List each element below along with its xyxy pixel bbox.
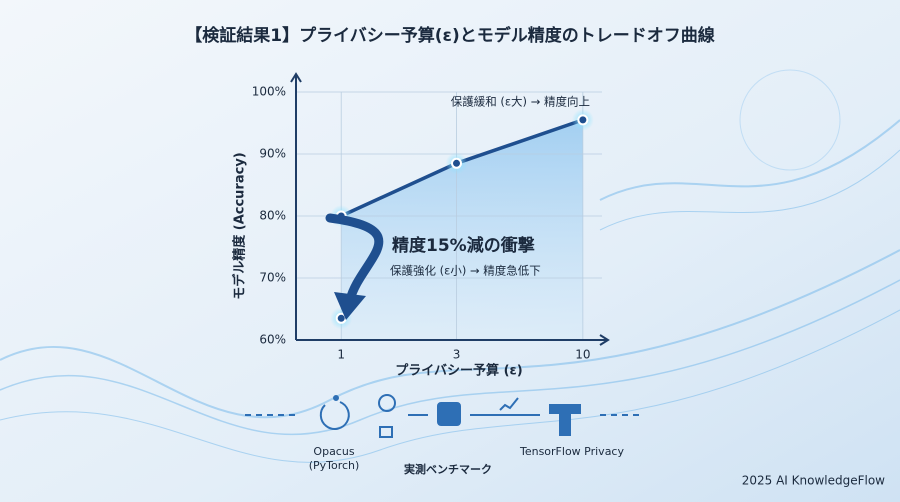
footer: 2025 AI KnowledgeFlow: [742, 474, 885, 488]
workflow-label: TensorFlow Privacy: [519, 445, 624, 458]
y-tick-label: 60%: [259, 333, 286, 347]
x-tick-label: 10: [575, 348, 590, 362]
area: [341, 119, 583, 341]
y-axis: [290, 72, 302, 340]
decor-waves: [0, 69, 900, 463]
workflow-label: (PyTorch): [309, 459, 360, 472]
workflow-icons: [245, 394, 640, 438]
drop-arrow-head: [334, 292, 366, 320]
workflow-label: 実測ベンチマーク: [404, 462, 492, 476]
annotation: 保護強化 (ε小) → 精度急低下: [390, 264, 541, 278]
y-tick-label: 70%: [259, 271, 286, 285]
x-tick-label: 1: [337, 348, 345, 362]
annotation: 精度15%減の衝撃: [392, 235, 535, 256]
x-axis: [296, 334, 610, 346]
y-tick-label: 80%: [259, 209, 286, 223]
x-axis-label: プライバシー予算 (ε): [395, 363, 522, 379]
drop-arrow: [325, 213, 384, 305]
workflow-label: Opacus: [313, 445, 354, 458]
y-axis-label: モデル精度 (Accuracy): [232, 152, 248, 300]
annotation: 保護緩和 (ε大) → 精度向上: [451, 95, 590, 109]
point: [451, 157, 463, 169]
x-tick-label: 3: [453, 348, 461, 362]
y-tick-label: 90%: [259, 147, 286, 161]
y-tick-label: 100%: [252, 85, 286, 99]
point: [577, 114, 589, 126]
title: 【検証結果1】プライバシー予算(ε)とモデル精度のトレードオフ曲線: [185, 25, 715, 46]
